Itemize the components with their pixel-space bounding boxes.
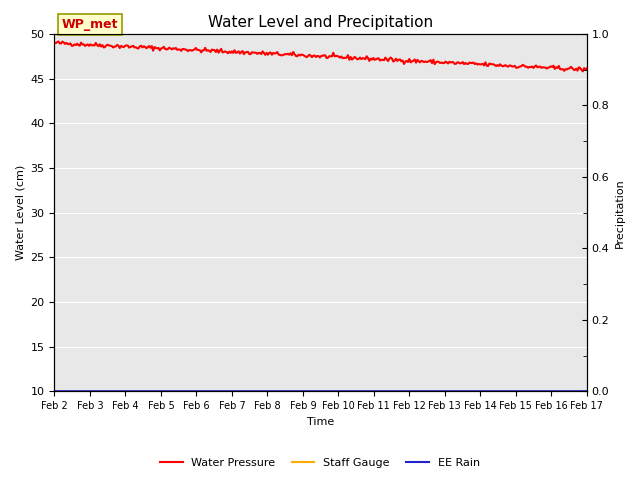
Line: Water Pressure: Water Pressure: [54, 41, 587, 72]
X-axis label: Time: Time: [307, 417, 334, 427]
Water Pressure: [579, 69, 587, 74]
Water Pressure: [225, 49, 233, 55]
Water Pressure: [116, 45, 124, 51]
Water Pressure: [387, 55, 394, 60]
Staff Gauge: [51, 388, 58, 394]
EE Rain: [435, 388, 442, 394]
Water Pressure: [436, 60, 444, 66]
Y-axis label: Precipitation: Precipitation: [615, 178, 625, 248]
EE Rain: [583, 388, 591, 394]
Staff Gauge: [435, 388, 442, 394]
Text: WP_met: WP_met: [61, 18, 118, 31]
Staff Gauge: [261, 388, 269, 394]
Title: Water Level and Precipitation: Water Level and Precipitation: [208, 15, 433, 30]
Staff Gauge: [438, 388, 445, 394]
Water Pressure: [439, 60, 447, 66]
EE Rain: [224, 388, 232, 394]
EE Rain: [261, 388, 269, 394]
EE Rain: [385, 388, 393, 394]
Water Pressure: [54, 38, 62, 44]
Legend: Water Pressure, Staff Gauge, EE Rain: Water Pressure, Staff Gauge, EE Rain: [156, 453, 484, 472]
Staff Gauge: [583, 388, 591, 394]
EE Rain: [438, 388, 445, 394]
Staff Gauge: [224, 388, 232, 394]
Y-axis label: Water Level (cm): Water Level (cm): [15, 165, 25, 260]
EE Rain: [115, 388, 122, 394]
Water Pressure: [51, 39, 58, 45]
EE Rain: [51, 388, 58, 394]
Water Pressure: [263, 50, 271, 56]
Staff Gauge: [115, 388, 122, 394]
Water Pressure: [583, 65, 591, 71]
Staff Gauge: [385, 388, 393, 394]
